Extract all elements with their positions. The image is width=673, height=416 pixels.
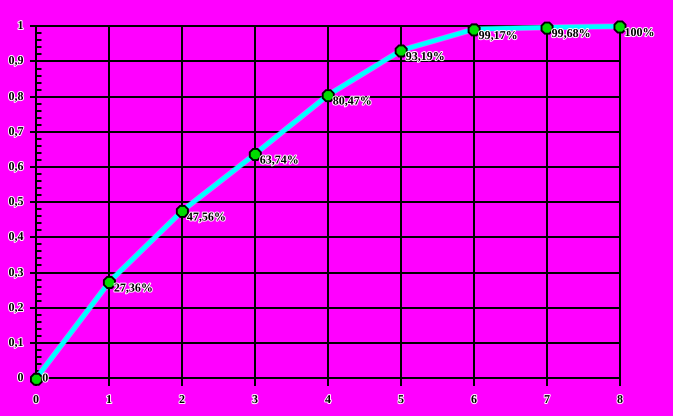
svg-text:0: 0 [18,370,24,384]
svg-text:0: 0 [42,371,48,385]
svg-text:0,9: 0,9 [9,53,24,67]
svg-text:99,68%: 99,68% [552,26,591,40]
svg-text:63,74%: 63,74% [260,153,299,167]
svg-text:80,47%: 80,47% [333,94,372,108]
svg-text:1: 1 [18,18,24,32]
svg-text:0,5: 0,5 [9,194,24,208]
svg-text:2: 2 [179,392,185,406]
svg-text:100%: 100% [625,25,655,39]
svg-text:99,17%: 99,17% [479,28,518,42]
svg-text:0: 0 [33,392,39,406]
svg-text:8: 8 [617,392,623,406]
svg-text:0,6: 0,6 [9,159,24,173]
svg-text:27,36%: 27,36% [114,281,153,295]
svg-text:0,4: 0,4 [9,229,24,243]
svg-text:5: 5 [398,392,404,406]
svg-text:6: 6 [471,392,477,406]
svg-text:0,7: 0,7 [9,124,24,138]
svg-text:1: 1 [106,392,112,406]
svg-text:93,19%: 93,19% [406,49,445,63]
svg-text:3: 3 [252,392,258,406]
svg-text:0,8: 0,8 [9,89,24,103]
svg-text:0,1: 0,1 [9,335,24,349]
svg-text:0,3: 0,3 [9,265,24,279]
svg-text:7: 7 [544,392,550,406]
svg-text:47,56%: 47,56% [187,209,226,223]
svg-text:4: 4 [325,392,331,406]
svg-text:0,2: 0,2 [9,300,24,314]
